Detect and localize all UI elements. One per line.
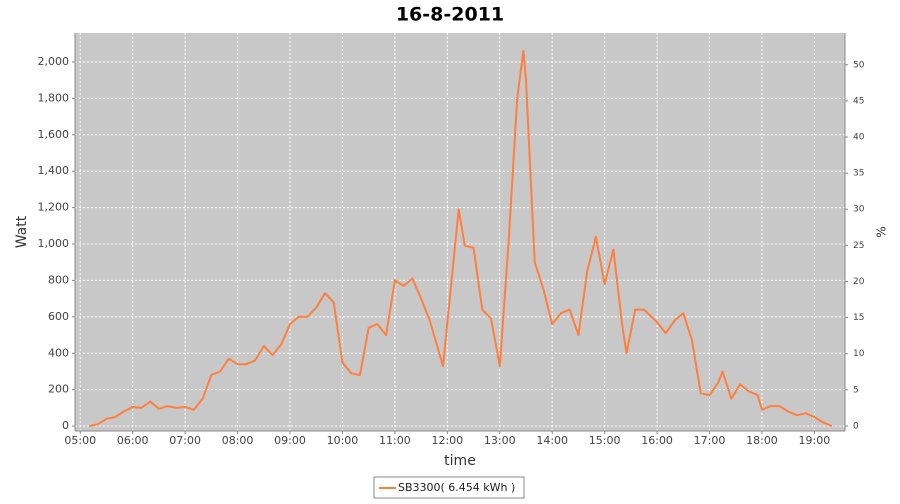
chart-title: 16-8-2011 <box>396 4 504 26</box>
y-tick-label: 2,000 <box>38 55 70 68</box>
y-tick-label: 1,800 <box>38 91 70 104</box>
y-tick-label: 600 <box>48 310 69 323</box>
x-tick-label: 17:00 <box>694 434 726 447</box>
x-tick-label: 12:00 <box>431 434 463 447</box>
y2-tick-label: 35 <box>853 169 864 179</box>
y2-tick-label: 5 <box>853 385 859 395</box>
y2-tick-label: 20 <box>853 277 865 287</box>
y2-tick-label: 40 <box>853 133 865 143</box>
x-tick-label: 13:00 <box>484 434 516 447</box>
x-tick-label: 10:00 <box>327 434 359 447</box>
y2-tick-label: 10 <box>853 349 865 359</box>
x-tick-label: 16:00 <box>641 434 673 447</box>
x-tick-label: 11:00 <box>379 434 411 447</box>
y2-tick-label: 0 <box>853 421 859 431</box>
legend-label: SB3300( 6.454 kWh ) <box>398 481 515 494</box>
y-tick-label: 1,600 <box>38 128 70 141</box>
plot-area <box>75 33 845 431</box>
x-tick-label: 05:00 <box>64 434 96 447</box>
y-tick-label: 1,400 <box>38 164 70 177</box>
x-tick-label: 08:00 <box>222 434 254 447</box>
x-tick-label: 06:00 <box>117 434 149 447</box>
y2-axis-label: % <box>875 226 889 237</box>
y-tick-label: 800 <box>48 273 69 286</box>
data-line <box>88 50 833 428</box>
y-tick-label: 400 <box>48 346 69 359</box>
x-tick-label: 07:00 <box>169 434 201 447</box>
x-tick-label: 19:00 <box>799 434 831 447</box>
y-tick-label: 200 <box>48 383 69 396</box>
y-tick-label: 1,000 <box>38 237 70 250</box>
x-tick-label: 09:00 <box>274 434 306 447</box>
x-tick-label: 14:00 <box>536 434 568 447</box>
y-axis-label: Watt <box>14 215 30 248</box>
x-tick-label: 15:00 <box>589 434 621 447</box>
y2-tick-label: 50 <box>853 60 865 70</box>
y2-tick-label: 45 <box>853 96 864 106</box>
y-tick-label: 1,200 <box>38 201 70 214</box>
y-tick-label: 0 <box>62 419 69 432</box>
y2-tick-label: 30 <box>853 205 865 215</box>
x-axis-label: time <box>444 453 476 469</box>
legend <box>373 476 525 499</box>
y2-tick-label: 15 <box>853 313 864 323</box>
x-tick-label: 18:00 <box>746 434 778 447</box>
y2-tick-label: 25 <box>853 241 864 251</box>
